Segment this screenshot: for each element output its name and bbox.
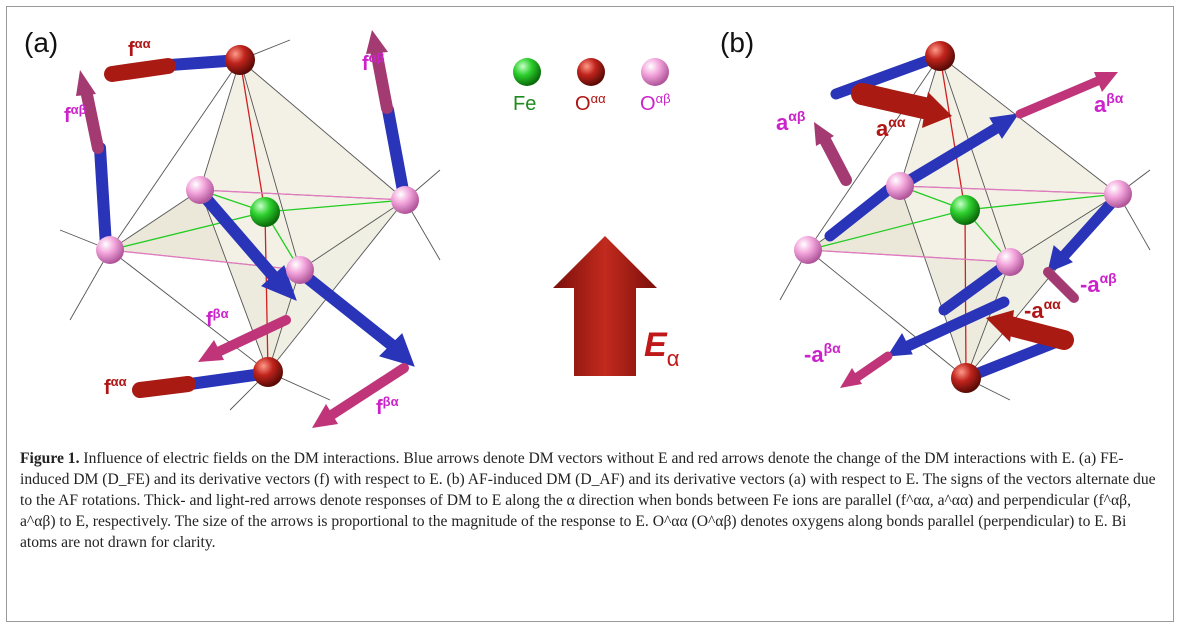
field-arrow-shape	[553, 236, 657, 376]
dm-arrow	[830, 50, 946, 100]
f-ba-arrowhead	[312, 404, 338, 428]
legend-o-aa-label: Oαα	[575, 91, 606, 115]
f-ab-arrowhead	[76, 70, 96, 96]
label-a-ab: aαβ	[776, 108, 806, 135]
field-label: Eα	[644, 326, 680, 371]
atom-o-aa	[925, 41, 955, 71]
neg-a-ba-arrow	[851, 351, 893, 383]
dm-arrow	[94, 142, 112, 252]
dm-arrowhead	[887, 332, 913, 357]
legend-o-aa-atom	[577, 58, 605, 86]
label-neg-a-ab: -aαβ	[1080, 270, 1117, 297]
atom-o-ab	[96, 236, 124, 264]
dm-arrowhead	[261, 265, 297, 301]
legend-fe-atom	[513, 58, 541, 86]
dm-arrow	[894, 120, 1006, 192]
f-ab-arrowhead	[366, 30, 388, 54]
f-aa-arrow	[104, 58, 176, 82]
caption-text: Influence of electric fields on the DM i…	[20, 450, 1156, 551]
electric-field-arrow: Eα	[553, 236, 680, 376]
dm-arrow	[294, 266, 404, 356]
atom-o-aa	[253, 357, 283, 387]
neg-a-aa-arrowhead	[986, 310, 1014, 342]
legend-fe-label: Fe	[513, 93, 536, 115]
atom-o-ab	[996, 248, 1024, 276]
panel-b-label: (b)	[720, 27, 754, 58]
legend-o-ab-atom	[641, 58, 669, 86]
neg-a-ab-arrow	[1043, 267, 1079, 303]
f-ba-arrow	[213, 315, 291, 357]
dm-arrowhead	[989, 113, 1020, 139]
atom-o-aa	[225, 45, 255, 75]
octahedron-face	[110, 190, 300, 372]
atom-o-ab	[886, 172, 914, 200]
f-ab-arrow	[370, 44, 393, 114]
panel-a-label: (a)	[24, 27, 58, 58]
label-neg-a-aa: -aαα	[1024, 296, 1061, 323]
blue-dm-arrows-a	[94, 54, 415, 390]
label-f-ba: fβα	[376, 394, 399, 419]
f-ab-arrow	[80, 84, 104, 154]
f-ba-arrow	[325, 363, 409, 421]
f-ba-arrowhead	[198, 340, 224, 362]
label-a-ba: aβα	[1094, 90, 1124, 117]
label-f-ba: fβα	[206, 306, 229, 331]
label-f-aa: fαα	[104, 374, 127, 399]
neg-a-aa-arrow	[1000, 316, 1074, 350]
a-aa-arrow	[851, 83, 935, 119]
atom-o-ab	[794, 236, 822, 264]
atom-o-ab	[391, 186, 419, 214]
neg-a-ba-arrowhead	[840, 368, 862, 388]
atom-o-aa	[951, 363, 981, 393]
a-ab-arrow	[818, 132, 852, 186]
legend: Fe Oαα Oαβ	[513, 58, 671, 115]
label-a-aa: aαα	[876, 114, 906, 141]
atom-fe	[950, 195, 980, 225]
dm-arrow	[824, 176, 904, 242]
a-aa-arrowhead	[922, 92, 952, 128]
legend-o-ab-label: Oαβ	[640, 91, 671, 115]
dm-arrow	[382, 104, 410, 202]
label-f-ab: fαβ	[362, 50, 385, 75]
f-arrows	[76, 30, 409, 428]
caption-label: Figure 1.	[20, 450, 80, 467]
label-neg-a-ba: -aβα	[804, 340, 841, 367]
a-ab-arrowhead	[814, 122, 834, 146]
label-f-aa: fαα	[128, 36, 151, 61]
dm-arrow	[902, 296, 1010, 352]
atom-o-ab	[286, 256, 314, 284]
a-arrows	[814, 72, 1118, 388]
a-ba-arrow	[1015, 75, 1105, 119]
figure-caption: Figure 1. Influence of electric fields o…	[20, 448, 1160, 553]
dm-arrowhead	[379, 333, 415, 367]
a-ba-arrowhead	[1094, 72, 1118, 92]
dm-arrow	[1056, 192, 1122, 264]
panel-a: fαα fαβ fαβ fβα fαα fβα (a)	[24, 27, 441, 428]
f-aa-arrow	[132, 376, 196, 398]
octahedron-face	[808, 186, 1010, 378]
dm-arrow	[184, 368, 268, 390]
atom-o-ab	[1104, 180, 1132, 208]
dm-arrowhead	[1047, 245, 1073, 273]
atom-o-ab	[186, 176, 214, 204]
dm-arrow	[960, 334, 1068, 384]
dm-arrow	[198, 190, 286, 290]
atom-fe	[250, 197, 280, 227]
panel-b: aαβ aαα aβα -aαβ -aαα -aβα (b)	[720, 27, 1151, 401]
blue-dm-arrows-b	[824, 50, 1122, 384]
label-f-ab: fαβ	[64, 102, 87, 127]
